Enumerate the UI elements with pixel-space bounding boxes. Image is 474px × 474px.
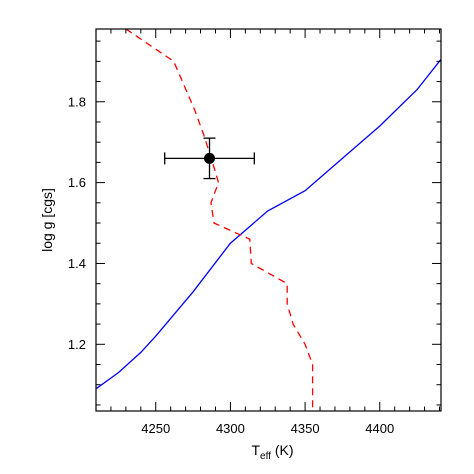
data-point (204, 152, 216, 164)
y-tick-label: 1.8 (68, 94, 86, 109)
y-tick-label: 1.4 (68, 256, 86, 271)
x-tick-label: 4350 (291, 421, 320, 436)
y-axis-title: log g [cgs] (39, 188, 55, 252)
plot-frame (95, 28, 442, 412)
y-tick-label: 1.6 (68, 175, 86, 190)
x-tick-label: 4300 (216, 421, 245, 436)
x-tick-label: 4250 (141, 421, 170, 436)
series-group (96, 29, 441, 411)
x-axis-title: Teff (K) (251, 442, 293, 462)
x-tick-label: 4400 (365, 421, 394, 436)
series-line-dashed (125, 29, 314, 411)
series-line-solid (96, 58, 441, 390)
plot-area: 4250 4300 4350 4400 1.2 1.4 1.6 1.8 Teff (K) log … (39, 28, 442, 462)
y-tick-label: 1.2 (68, 337, 86, 352)
